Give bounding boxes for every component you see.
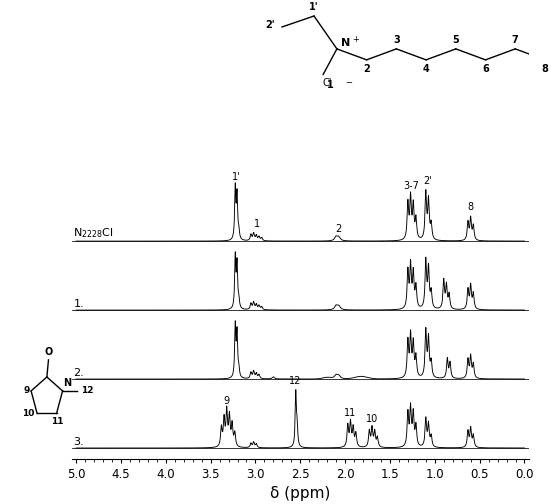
Text: N: N: [342, 38, 350, 48]
Text: O: O: [45, 347, 52, 357]
Text: 5: 5: [452, 35, 459, 45]
Text: 3-7: 3-7: [403, 181, 419, 191]
Text: Cl: Cl: [323, 78, 332, 88]
Text: 10: 10: [22, 409, 35, 418]
Text: 6: 6: [482, 64, 489, 74]
Text: 11: 11: [344, 408, 356, 418]
Text: −: −: [345, 78, 352, 87]
Text: 12: 12: [81, 387, 93, 396]
Text: 3.: 3.: [73, 436, 84, 447]
Text: 2: 2: [363, 64, 370, 74]
Text: +: +: [353, 35, 359, 44]
Text: 9: 9: [224, 396, 230, 406]
Text: N: N: [63, 378, 72, 388]
Text: 1': 1': [232, 171, 240, 181]
Text: 1: 1: [327, 80, 333, 90]
Text: N$_{2228}$Cl: N$_{2228}$Cl: [73, 226, 114, 240]
Text: 2': 2': [266, 20, 275, 30]
Text: 2: 2: [335, 224, 341, 234]
Text: 8: 8: [542, 64, 548, 74]
Text: 1.: 1.: [73, 299, 84, 309]
Text: 9: 9: [23, 387, 29, 396]
Text: 1: 1: [253, 219, 260, 229]
Text: 2.: 2.: [73, 368, 84, 377]
X-axis label: δ (ppm): δ (ppm): [270, 486, 331, 501]
Text: 10: 10: [366, 413, 379, 423]
Text: 7: 7: [512, 35, 518, 45]
Text: 1': 1': [309, 3, 319, 13]
Text: 8: 8: [468, 202, 474, 212]
Text: 4: 4: [423, 64, 429, 74]
Text: 2': 2': [423, 176, 431, 185]
Text: 3: 3: [393, 35, 399, 45]
Text: 12: 12: [289, 376, 301, 386]
Text: 11: 11: [51, 417, 63, 426]
